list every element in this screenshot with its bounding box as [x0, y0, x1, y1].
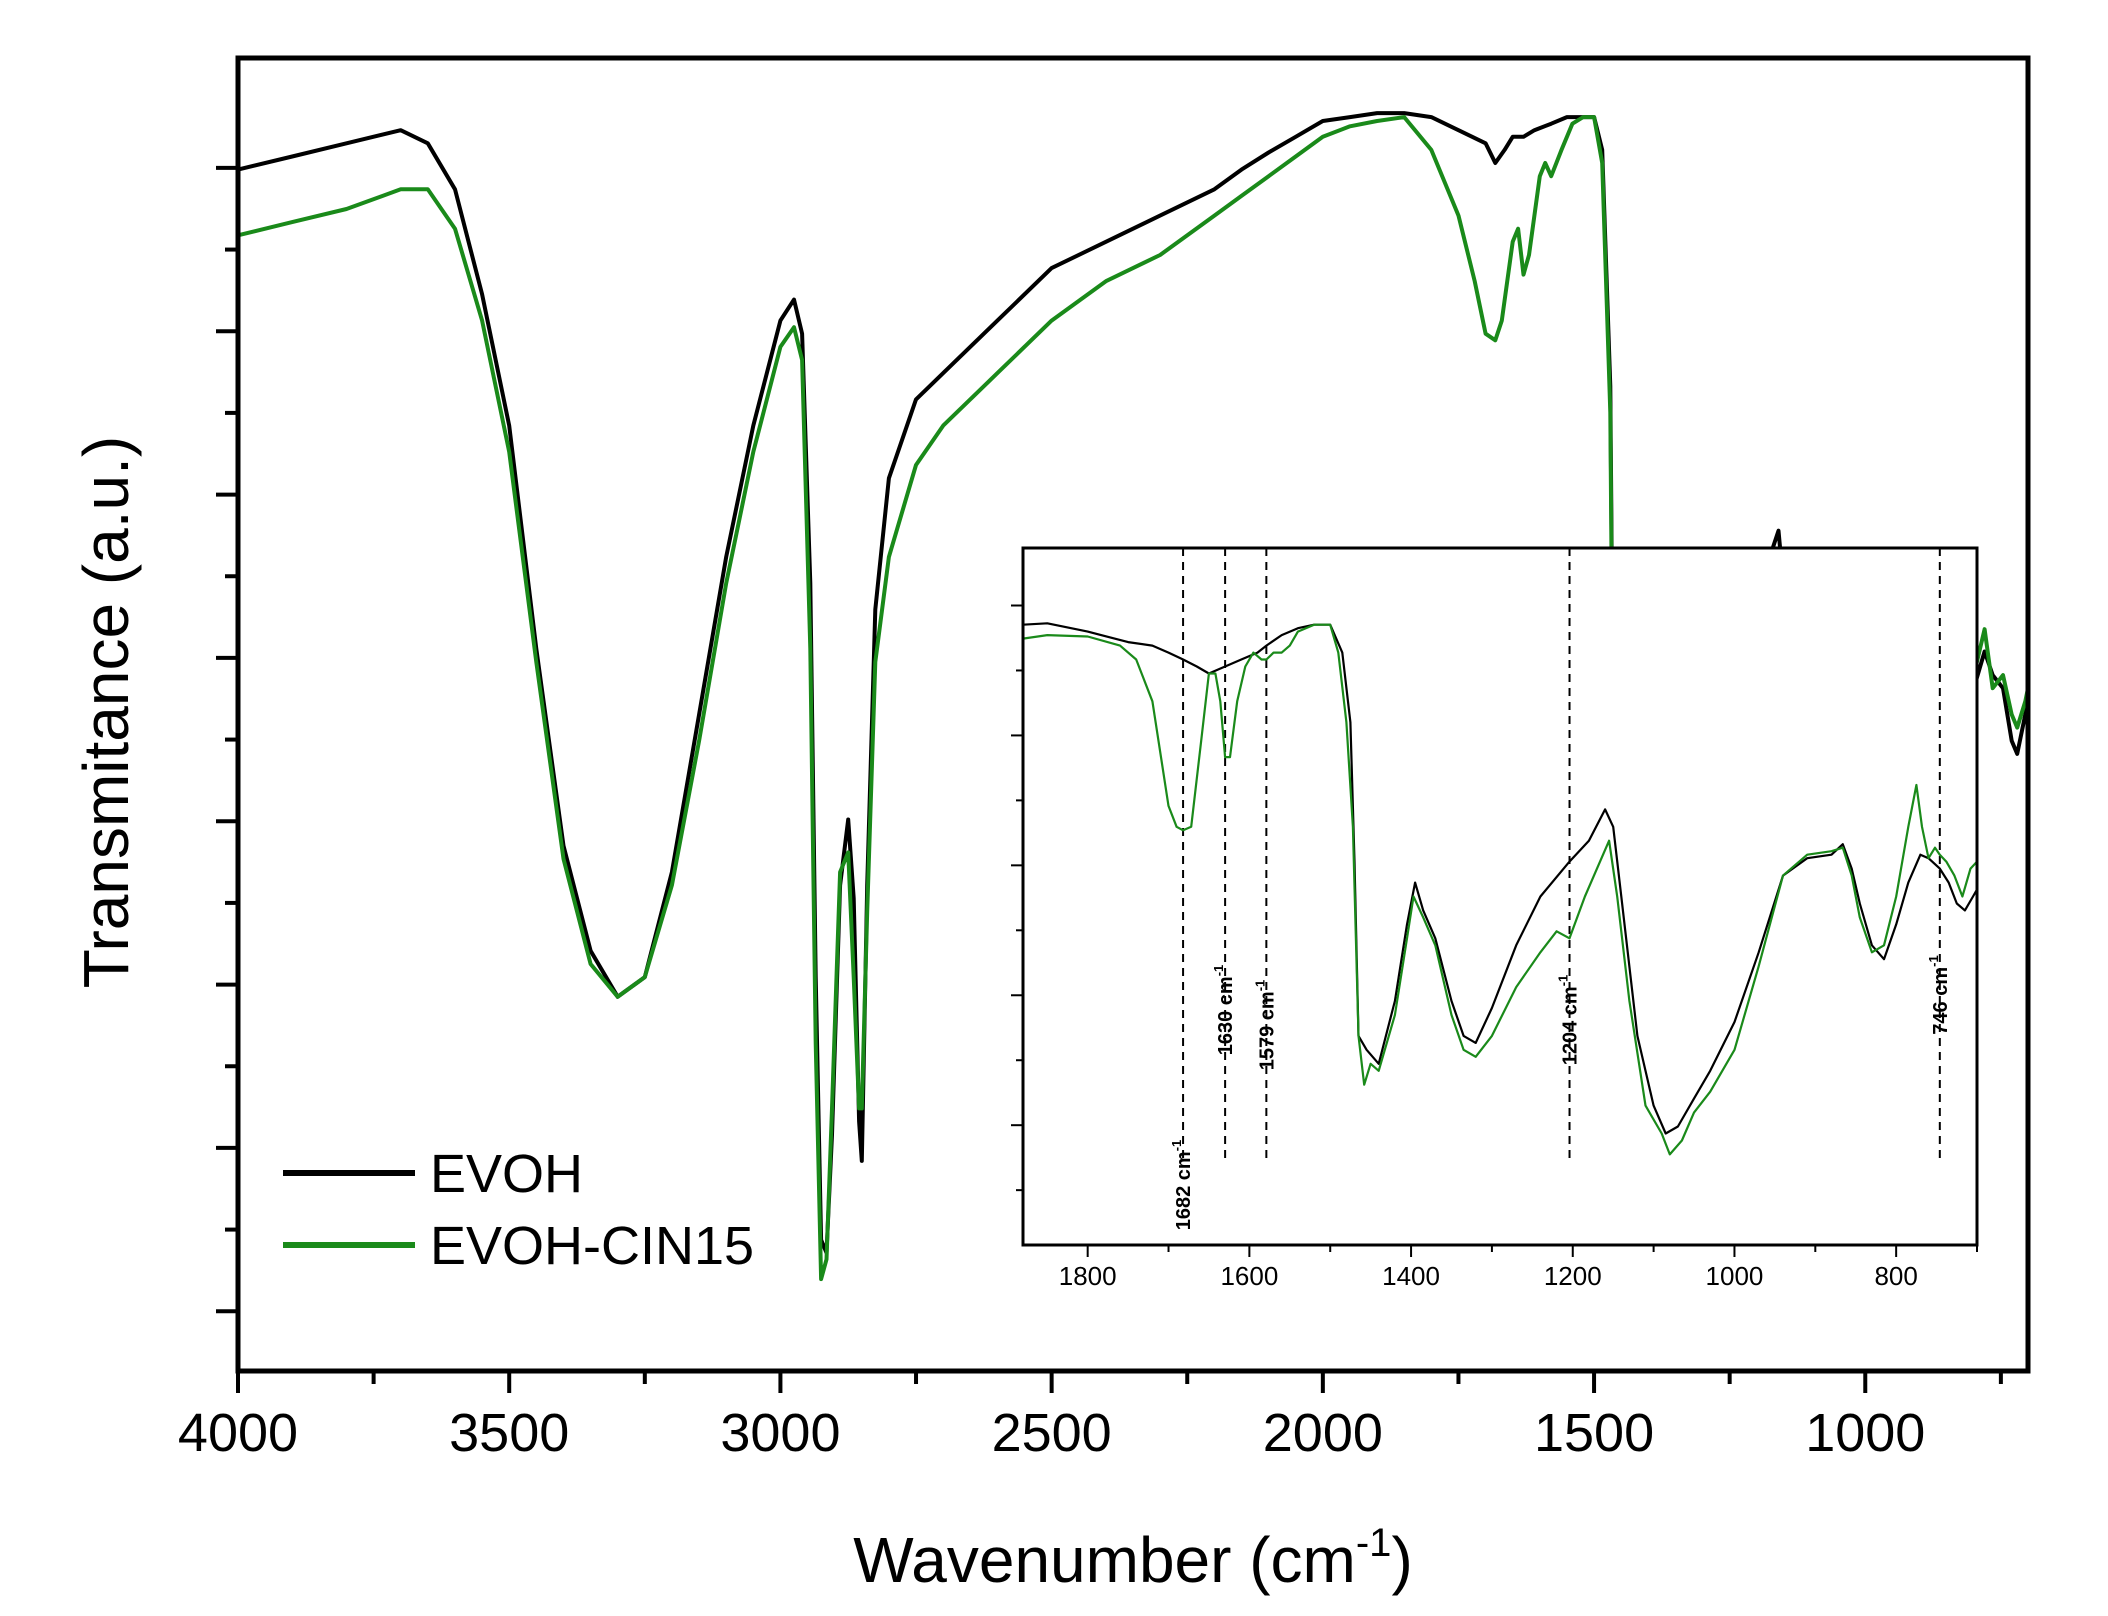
- annotation-label-1682: 1682 cm-1: [1169, 1140, 1195, 1231]
- annotation-label-1630: 1630 cm-1: [1211, 965, 1237, 1056]
- main-x-tick-label-4000: 4000: [178, 1403, 298, 1463]
- inset-x-tick-label-1600: 1600: [1220, 1261, 1278, 1291]
- legend: EVOH EVOH-CIN15: [283, 1144, 754, 1276]
- inset-x-tick-label-1800: 1800: [1059, 1261, 1117, 1291]
- main-x-axis: 4000 3500 3000 2500 2000 1500 1000: [178, 1371, 2003, 1463]
- main-plot: 4000 3500 3000 2500 2000 1500 1000: [178, 55, 2031, 1463]
- annotation-label-746: 746 cm-1: [1926, 955, 1952, 1034]
- main-x-tick-label-1000: 1000: [1805, 1403, 1925, 1463]
- inset-annotations: 1682 cm-1 1630 cm-1 1579 cm-1 1204 cm-1 746 …: [1169, 548, 1952, 1230]
- x-axis-title: Wavenumber (cm-1): [853, 1521, 1413, 1596]
- annotation-label-1579: 1579 cm-1: [1252, 980, 1278, 1071]
- legend-label-evoh: EVOH: [430, 1144, 583, 1204]
- main-x-tick-label-2000: 2000: [1263, 1403, 1383, 1463]
- inset-plot: 1682 cm-1 1630 cm-1 1579 cm-1 1204 cm-1 746 …: [1011, 546, 1979, 1291]
- main-plot-frame: [235, 55, 2031, 1374]
- y-axis-title: Transmitance (a.u.): [70, 436, 142, 988]
- legend-label-evoh-cin15: EVOH-CIN15: [430, 1216, 754, 1276]
- main-x-tick-label-1500: 1500: [1534, 1403, 1654, 1463]
- annotation-label-1204: 1204 cm-1: [1556, 975, 1582, 1066]
- inset-x-tick-label-1000: 1000: [1706, 1261, 1764, 1291]
- inset-y-axis: [1011, 604, 1023, 1192]
- inset-x-tick-label-1200: 1200: [1544, 1261, 1602, 1291]
- inset-x-tick-label-800: 800: [1874, 1261, 1917, 1291]
- main-x-tick-label-3000: 3000: [720, 1403, 840, 1463]
- main-y-axis: [216, 165, 238, 1314]
- main-x-tick-label-2500: 2500: [992, 1403, 1112, 1463]
- main-x-tick-label-3500: 3500: [449, 1403, 569, 1463]
- inset-background: [1023, 548, 1977, 1245]
- inset-series-evoh-cin15: [1022, 623, 1978, 1156]
- inset-plot-frame: [1021, 546, 1979, 1247]
- inset-series-group: [1022, 622, 1978, 1156]
- inset-x-axis: 1800 1600 1400 1200 1000 800: [1059, 1245, 1978, 1291]
- inset-x-tick-label-1400: 1400: [1382, 1261, 1440, 1291]
